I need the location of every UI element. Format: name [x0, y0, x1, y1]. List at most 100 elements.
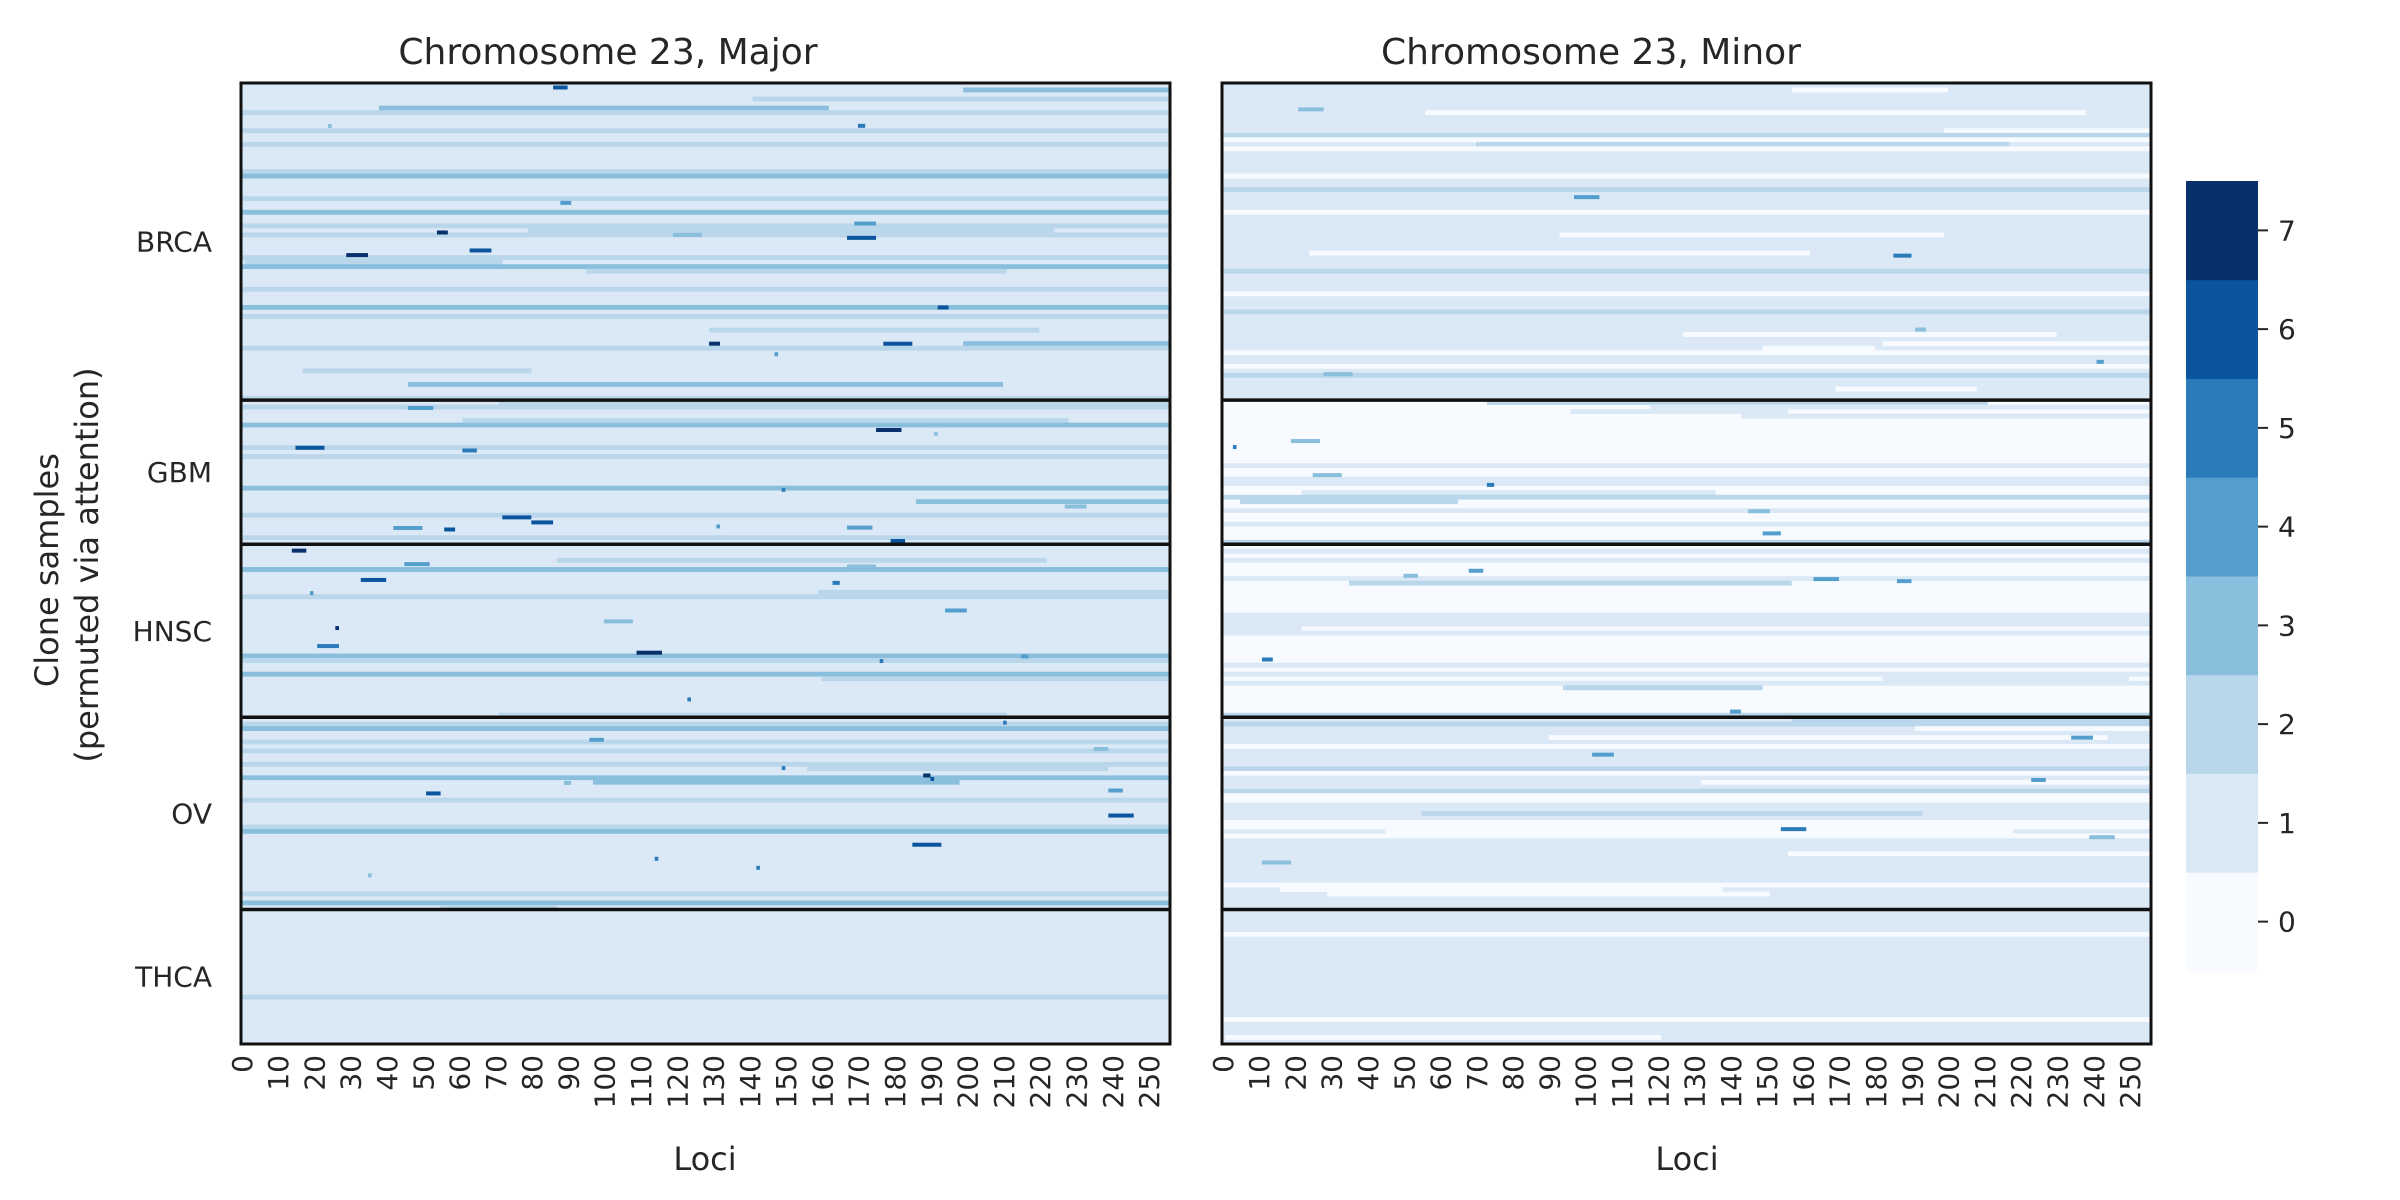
- heatmap-cell: [502, 515, 532, 520]
- colorbar-segment: [2186, 378, 2258, 478]
- x-tick-label: 50: [1388, 1055, 1421, 1091]
- heatmap-stripe: [241, 824, 1170, 830]
- heatmap-cell: [1003, 720, 1007, 725]
- group-label-thca: THCA: [134, 961, 212, 994]
- panel-frame: [239, 81, 1172, 1046]
- heatmap-cell: [426, 791, 441, 796]
- x-tick-label: 40: [1352, 1055, 1385, 1091]
- y-axis-label-line-2: (permuted via attention): [68, 367, 106, 762]
- heatmap-stripe: [241, 232, 1170, 238]
- heatmap-stripe: [378, 105, 829, 111]
- x-tick-label: 200: [1933, 1055, 1966, 1108]
- heatmap-stripe: [1915, 726, 2151, 731]
- heatmap-stripe: [241, 255, 1170, 260]
- heatmap-cell: [560, 200, 572, 205]
- heatmap-cell: [1468, 568, 1484, 573]
- heatmap-stripe: [241, 797, 1170, 803]
- heatmap-cell: [360, 577, 387, 582]
- heatmap-stripe: [1222, 626, 1302, 632]
- colorbar-segment: [2186, 181, 2258, 281]
- heatmap-stripe: [241, 304, 1170, 310]
- heatmap-stripe: [241, 653, 1170, 659]
- heatmap-stripe: [1222, 548, 2151, 554]
- heatmap-stripe: [1682, 332, 2057, 338]
- x-tick-label: 90: [1533, 1055, 1566, 1091]
- colorbar-segment: [2186, 477, 2258, 577]
- heatmap-cell: [589, 737, 604, 742]
- heatmap-stripe: [241, 594, 1170, 600]
- heatmap-stripe: [963, 87, 1170, 93]
- x-tick-label: 0: [1207, 1055, 1240, 1073]
- heatmap-cell: [1896, 579, 1912, 584]
- group-background-thca: [241, 909, 1170, 1044]
- heatmap-cell: [295, 445, 325, 450]
- x-tick-label: 100: [1570, 1055, 1603, 1108]
- group-labels: BRCA GBM HNSC OV THCA: [133, 226, 212, 994]
- x-tick-label: 220: [1024, 1055, 1057, 1108]
- heatmap-stripe: [1222, 521, 2151, 527]
- heatmap-stripe: [915, 499, 1170, 505]
- x-tick-label: 170: [843, 1055, 876, 1108]
- heatmap-stripe: [241, 512, 1170, 518]
- heatmap-stripe: [1222, 671, 2151, 677]
- x-tick-label: 70: [480, 1055, 513, 1091]
- heatmap-stripe: [1301, 490, 1716, 496]
- heatmap-stripe: [241, 485, 1170, 491]
- group-label-gbm: GBM: [147, 456, 212, 489]
- heatmap-stripe: [1421, 811, 1923, 816]
- colorbar-tick-label: 2: [2278, 708, 2296, 741]
- x-tick-label: 150: [1751, 1055, 1784, 1108]
- heatmap-stripe: [241, 900, 1170, 906]
- heatmap-stripe: [1222, 833, 2151, 839]
- heatmap-stripe: [241, 891, 1170, 897]
- heatmap-stripe: [241, 567, 1170, 572]
- heatmap-stripe: [498, 712, 1007, 718]
- heatmap-stripe: [527, 227, 1054, 233]
- heatmap-stripe: [1882, 341, 2151, 347]
- heatmap-stripe: [1835, 386, 1977, 392]
- heatmap-stripe: [241, 404, 1170, 410]
- heatmap-stripe: [1222, 363, 2151, 369]
- heatmap-stripe: [1349, 580, 1792, 586]
- major-x-axis-label: Loci: [673, 1140, 736, 1178]
- heatmap-cell: [1064, 504, 1087, 509]
- x-tick-label: 250: [2114, 1055, 2147, 1108]
- heatmap-cell: [2031, 777, 2046, 782]
- x-tick-label: 60: [444, 1055, 477, 1091]
- x-tick-label: 200: [952, 1055, 985, 1108]
- colorbar-segment: [2186, 872, 2258, 972]
- colorbar-tick-label: 7: [2278, 214, 2296, 247]
- x-tick-label: 240: [2078, 1055, 2111, 1108]
- heatmap-stripe: [1309, 250, 1810, 256]
- heatmap-cell: [436, 230, 448, 235]
- heatmap-stripe: [241, 141, 1170, 147]
- heatmap-cell: [563, 780, 572, 785]
- heatmap-stripe: [241, 422, 1170, 428]
- heatmap-stripe: [241, 314, 1170, 319]
- heatmap-stripe: [1222, 291, 2151, 297]
- x-tick-label: 20: [1279, 1055, 1312, 1091]
- heatmap-stripe: [1222, 1017, 2151, 1022]
- heatmap-stripe: [302, 368, 532, 374]
- x-tick-label: 190: [1896, 1055, 1929, 1108]
- heatmap-stripe: [241, 209, 1170, 215]
- heatmap-stripe: [817, 589, 1170, 595]
- heatmap-cell: [781, 487, 786, 492]
- group-background-gbm: [1222, 400, 2151, 545]
- heatmap-stripe: [709, 327, 1040, 333]
- heatmap-stripe: [241, 264, 1170, 270]
- panel-frame: [1220, 81, 2153, 1046]
- x-tick-label: 60: [1425, 1055, 1458, 1091]
- heatmap-stripe: [241, 223, 1170, 229]
- heatmap-cell: [393, 525, 423, 530]
- heatmap-cell: [317, 644, 339, 649]
- heatmap-cell: [531, 520, 554, 525]
- heatmap-stripe: [1327, 891, 1770, 897]
- x-tick-label: 150: [770, 1055, 803, 1108]
- heatmap-stripe: [1788, 851, 2151, 857]
- major-x-ticks: 0 10 20 30 40 50 60 70 80 90 100 110 120 130 140 150 160…: [226, 1055, 1166, 1108]
- heatmap-stripe: [1570, 409, 1789, 414]
- x-tick-label: 110: [1606, 1055, 1639, 1108]
- heatmap-stripe: [1222, 882, 2151, 888]
- group-label-hnsc: HNSC: [133, 615, 212, 648]
